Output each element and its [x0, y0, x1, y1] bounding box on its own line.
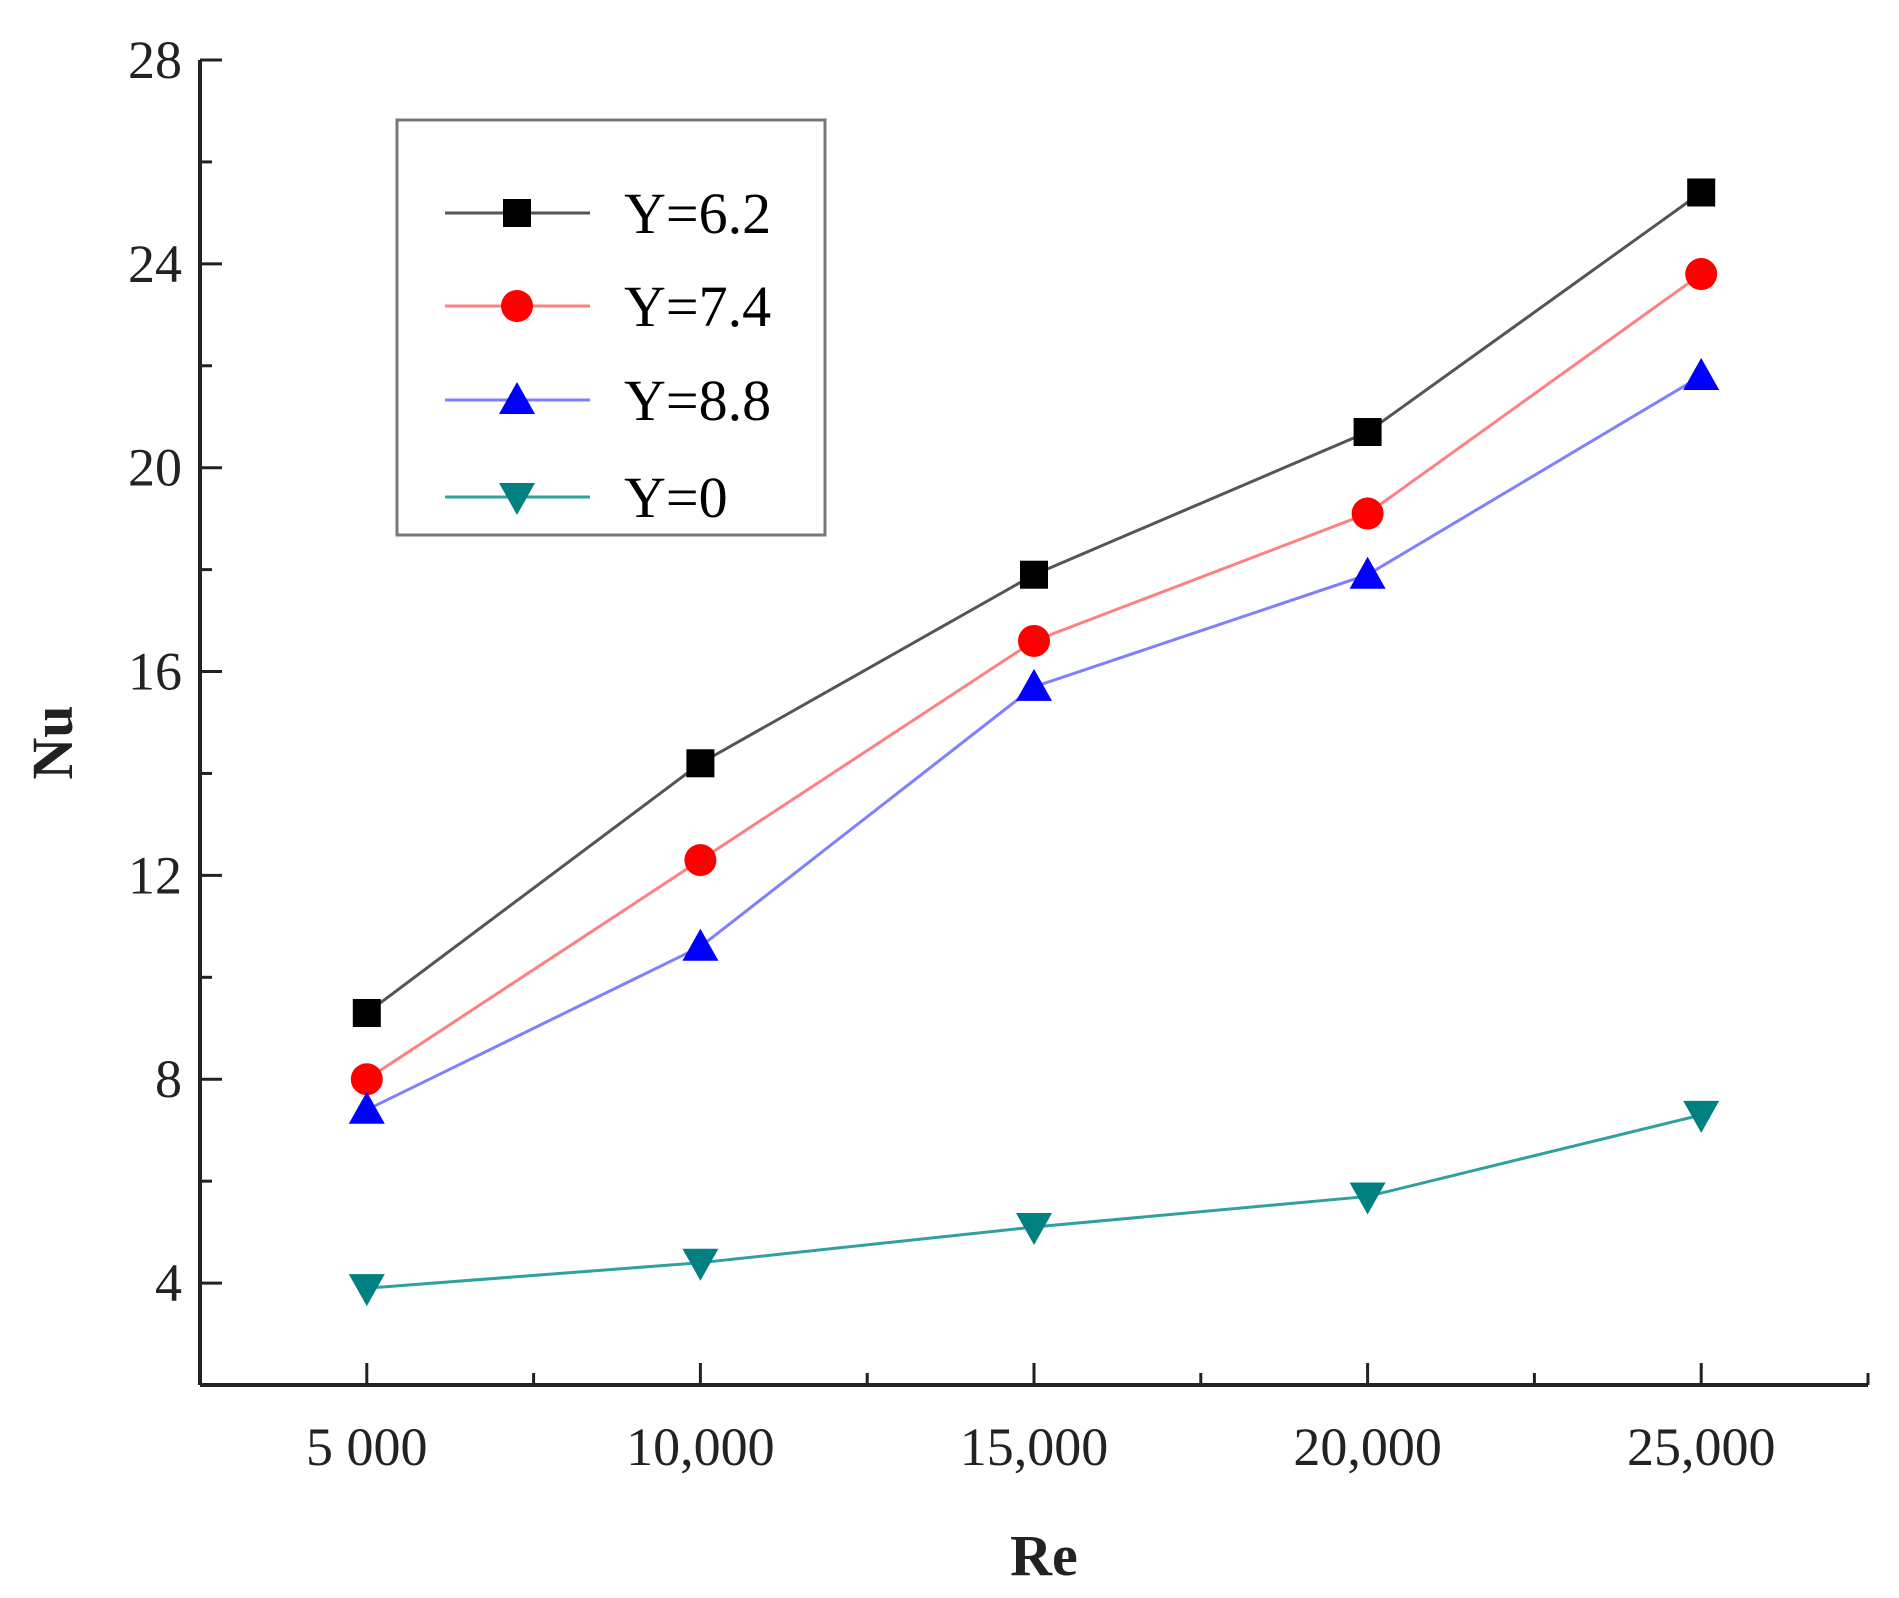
- data-point: [1016, 668, 1052, 701]
- legend-swatch-marker: [499, 483, 535, 515]
- legend-item: Y=8.8: [445, 368, 771, 433]
- legend-swatch-marker: [501, 290, 533, 322]
- y-tick-label: 16: [128, 642, 182, 702]
- y-tick-label: 12: [128, 845, 182, 905]
- data-point: [684, 844, 717, 877]
- y-tick-label: 24: [128, 234, 182, 294]
- data-point: [352, 998, 381, 1027]
- x-axis-title: Re: [1010, 1523, 1078, 1588]
- legend-box: [395, 118, 827, 537]
- x-tick-label: 25,000: [1627, 1417, 1776, 1477]
- legend-label: Y=6.2: [624, 181, 771, 246]
- data-point: [682, 1248, 719, 1281]
- data-point: [1353, 418, 1382, 447]
- data-point: [1349, 1182, 1386, 1215]
- y-tick-label: 20: [128, 438, 182, 498]
- data-point: [348, 1091, 385, 1124]
- x-tick-label: 10,000: [626, 1417, 775, 1477]
- data-point: [1687, 178, 1716, 207]
- data-point: [350, 1063, 383, 1096]
- legend: Y=6.2 Y=7.4 Y=8.8 Y=0: [395, 118, 827, 537]
- series-Y=8.8: [348, 357, 1720, 1124]
- data-point: [1683, 1100, 1720, 1133]
- series-layer: [348, 178, 1720, 1307]
- series-line: [366, 1113, 1702, 1290]
- legend-label: Y=8.8: [624, 368, 771, 433]
- legend-item: Y=6.2: [445, 181, 771, 246]
- legend-swatch-marker: [499, 382, 535, 414]
- series-Y=7.4: [350, 258, 1718, 1096]
- data-point: [686, 749, 715, 778]
- y-ticks: 4 8 12 16 20 24 28: [128, 30, 222, 1387]
- x-ticks: 5 000 10,000 15,000 20,000 25,000: [198, 1363, 1870, 1477]
- legend-item: Y=0: [445, 465, 728, 530]
- legend-label: Y=0: [624, 465, 728, 530]
- data-point: [1685, 258, 1718, 291]
- data-point: [1016, 1213, 1052, 1246]
- legend-label: Y=7.4: [624, 274, 771, 339]
- legend-swatch-marker: [503, 199, 531, 227]
- data-point: [1351, 497, 1384, 530]
- data-point: [1683, 357, 1720, 390]
- x-tick-label: 20,000: [1293, 1417, 1442, 1477]
- x-tick-label: 15,000: [960, 1417, 1109, 1477]
- x-tick-label: 5 000: [306, 1417, 428, 1477]
- y-tick-label: 28: [128, 30, 182, 90]
- y-tick-label: 8: [155, 1049, 182, 1109]
- y-tick-label: 4: [155, 1253, 182, 1313]
- y-axis-title: Nu: [20, 705, 85, 779]
- data-point: [1018, 624, 1050, 657]
- legend-item: Y=7.4: [445, 274, 771, 339]
- data-point: [1020, 560, 1048, 589]
- data-point: [1349, 556, 1386, 589]
- series-Y=0: [348, 1100, 1720, 1307]
- series-Y=6.2: [352, 178, 1716, 1027]
- data-point: [682, 928, 719, 961]
- data-point: [348, 1274, 385, 1307]
